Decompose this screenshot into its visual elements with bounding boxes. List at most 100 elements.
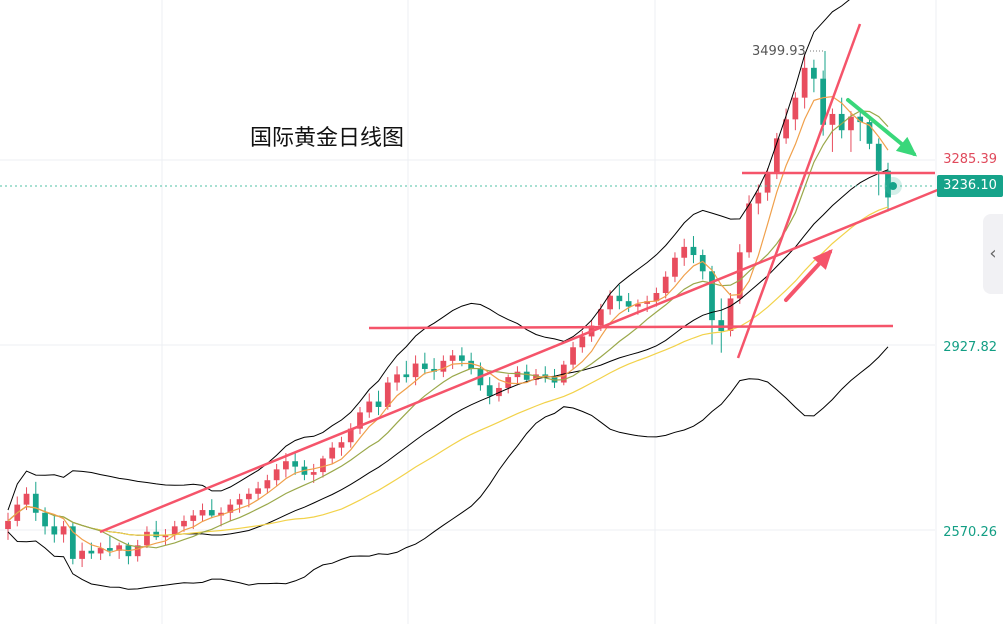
candle-body: [607, 295, 613, 310]
ma-mid-line: [7, 110, 889, 549]
candle-body: [42, 512, 48, 527]
candle-body: [801, 67, 808, 98]
last-price-tag: 3236.10: [937, 175, 1003, 197]
candle-body: [79, 550, 85, 559]
candle-body: [23, 493, 30, 505]
candle-body: [644, 301, 651, 304]
candle-body: [875, 143, 882, 171]
candle-body: [838, 113, 845, 131]
candle-body: [273, 469, 280, 481]
candle-body: [347, 428, 354, 443]
ma-slow-line: [7, 206, 889, 536]
candle-body: [208, 510, 215, 516]
candle-body: [431, 368, 437, 372]
candle-body: [653, 293, 660, 302]
candle-body: [635, 303, 641, 307]
candle-body: [283, 461, 289, 470]
candle-body: [533, 374, 539, 380]
candle-body: [755, 192, 762, 204]
candle-body: [366, 401, 373, 413]
axis-label-2: 2927.82: [943, 340, 997, 355]
trend-line-steep: [736, 23, 862, 359]
candle-body: [190, 515, 197, 521]
candle-body: [227, 504, 234, 513]
candle-body: [681, 246, 688, 258]
candle-body: [218, 512, 224, 516]
candle-body: [597, 309, 604, 326]
candle-body: [885, 170, 891, 198]
bollinger-lower: [7, 346, 889, 590]
candle-body: [616, 295, 623, 302]
candle-body: [255, 488, 261, 494]
candle-body: [199, 510, 206, 516]
candle-body: [811, 67, 817, 79]
candle-body: [459, 355, 465, 361]
candle-body: [848, 116, 854, 131]
bollinger-mid: [7, 169, 889, 536]
candle-body: [468, 360, 475, 369]
candle-body: [162, 534, 169, 538]
candle-body: [866, 122, 873, 144]
candle-body: [144, 531, 150, 546]
arrow-down-green-head: [895, 136, 918, 157]
candle-body: [857, 116, 864, 123]
ma-fast-line: [7, 95, 889, 554]
candle-body: [523, 371, 530, 380]
candle-body: [570, 347, 576, 365]
candle-body: [662, 276, 669, 294]
candle-body: [449, 355, 456, 361]
arrow-up-red-head: [812, 249, 833, 270]
candle-body: [60, 526, 67, 535]
candle-body: [486, 385, 493, 397]
candle-body: [394, 374, 400, 383]
candle-body: [829, 113, 836, 125]
last-price-dot: [889, 182, 897, 190]
candle-body: [310, 472, 317, 475]
candle-body: [412, 363, 419, 378]
candle-body: [181, 520, 187, 527]
candle-body: [403, 374, 410, 378]
candle-body: [699, 255, 706, 272]
candle-body: [773, 138, 780, 174]
candle-body: [672, 257, 678, 277]
candle-body: [764, 173, 771, 193]
candle-body: [88, 550, 95, 554]
support-line: [368, 324, 894, 330]
candle-body: [236, 499, 243, 505]
candle-body: [792, 97, 799, 120]
candle-body: [709, 271, 715, 321]
candle-body: [375, 401, 382, 407]
candle-body: [116, 545, 123, 551]
candle-body: [329, 447, 336, 459]
candle-body: [421, 363, 428, 369]
candle-body: [746, 203, 752, 253]
side-collapse-handle[interactable]: ‹: [983, 214, 1003, 294]
candle-body: [338, 442, 345, 448]
candle-body: [736, 252, 743, 299]
candle-body: [384, 382, 391, 407]
candle-body: [97, 548, 104, 554]
candle-body: [440, 360, 447, 372]
high-price-label: 3499.93: [752, 44, 806, 59]
bollinger-upper: [7, 0, 850, 511]
trend-line-rising: [99, 178, 963, 534]
candle-body: [32, 493, 39, 513]
candle-body: [727, 298, 734, 331]
candle-body: [292, 461, 299, 467]
axis-label-1: 3285.39: [943, 152, 997, 167]
candle-body: [820, 78, 827, 125]
candle-body: [357, 412, 363, 429]
axis-label-3: 2570.26: [943, 525, 997, 540]
candle-body: [320, 458, 326, 473]
candle-body: [69, 526, 76, 559]
candle-body: [5, 520, 11, 530]
candle-body: [51, 526, 58, 535]
candle-body: [245, 493, 252, 500]
candle-body: [134, 545, 141, 557]
candle-body: [171, 526, 178, 535]
candle-body: [625, 301, 632, 307]
candle-body: [153, 531, 160, 538]
candle-body: [783, 119, 789, 139]
candle-body: [514, 371, 521, 378]
